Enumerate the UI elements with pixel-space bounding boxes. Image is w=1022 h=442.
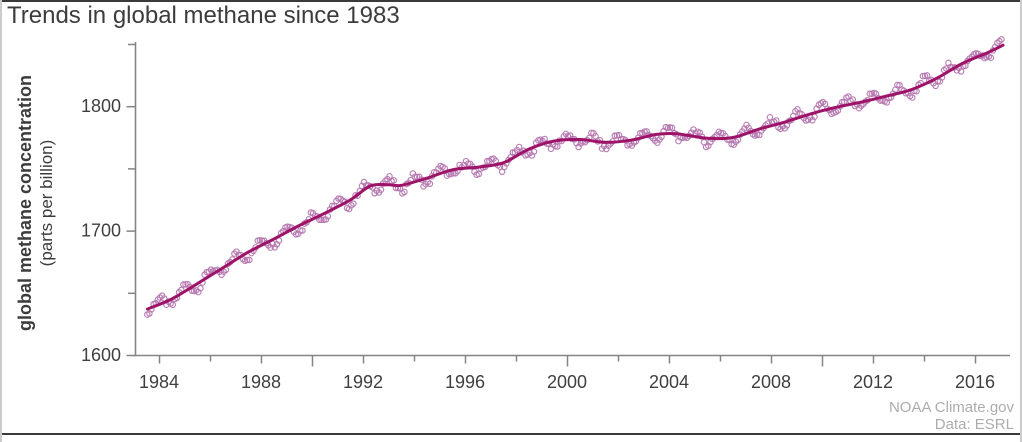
- scatter-point: [668, 124, 676, 132]
- y-axis-label: global methane concentration (parts per …: [15, 33, 57, 373]
- scatter-point: [530, 148, 538, 155]
- y-axis-label-text: global methane concentration: [15, 74, 35, 332]
- scatter-point: [411, 173, 419, 181]
- scatter-point: [246, 256, 253, 264]
- attribution: NOAA Climate.gov Data: ESRL: [889, 399, 1014, 433]
- scatter-point: [987, 54, 995, 61]
- scatter-point: [401, 188, 408, 196]
- bottom-rule: [0, 433, 1022, 435]
- scatter-point: [637, 129, 644, 137]
- scatter-point: [390, 177, 398, 184]
- scatter-point: [377, 186, 385, 193]
- scatter-point: [717, 129, 725, 137]
- scatter-point: [554, 143, 561, 150]
- x-tick-label: 2004: [649, 372, 689, 392]
- y-axis-label-units: (parts per billion): [37, 139, 56, 267]
- x-tick-label: 2008: [751, 372, 791, 392]
- scatter-point: [169, 301, 177, 309]
- scatter-point: [243, 256, 251, 264]
- scatter-point: [998, 36, 1005, 43]
- y-tick-label: 1800: [81, 96, 121, 116]
- scatter-point: [515, 143, 523, 151]
- right-border: [1020, 0, 1022, 442]
- top-rule: [0, 0, 1022, 2]
- chart-title: Trends in global methane since 1983: [7, 2, 400, 29]
- scatter-point: [475, 170, 483, 178]
- x-tick-label: 1984: [139, 372, 179, 392]
- attribution-data-credit: Data: ESRL: [934, 416, 1014, 433]
- scatter-point: [866, 90, 874, 97]
- scatter-point: [923, 72, 931, 79]
- scatter-point: [909, 94, 916, 101]
- y-tick-label: 1700: [81, 221, 121, 241]
- x-tick-label: 1992: [343, 372, 383, 392]
- scatter-point: [849, 96, 857, 103]
- left-border: [0, 0, 2, 442]
- scatter-point: [299, 227, 306, 234]
- x-tick-label: 2016: [955, 372, 995, 392]
- scatter-point: [426, 180, 434, 188]
- scatter-point: [197, 284, 204, 292]
- y-tick-label: 1600: [81, 345, 121, 365]
- x-tick-label: 1996: [445, 372, 485, 392]
- scatter-point: [297, 227, 304, 234]
- scatter-point: [180, 281, 187, 288]
- x-tick-label: 2012: [853, 372, 893, 392]
- scatter-point: [350, 200, 357, 207]
- x-tick-label: 1988: [241, 372, 281, 392]
- attribution-source: NOAA Climate.gov: [888, 399, 1014, 416]
- scatter-point: [324, 213, 332, 220]
- scatter-point: [318, 216, 325, 224]
- trend-line: [146, 43, 1005, 311]
- x-tick-label: 2000: [547, 372, 587, 392]
